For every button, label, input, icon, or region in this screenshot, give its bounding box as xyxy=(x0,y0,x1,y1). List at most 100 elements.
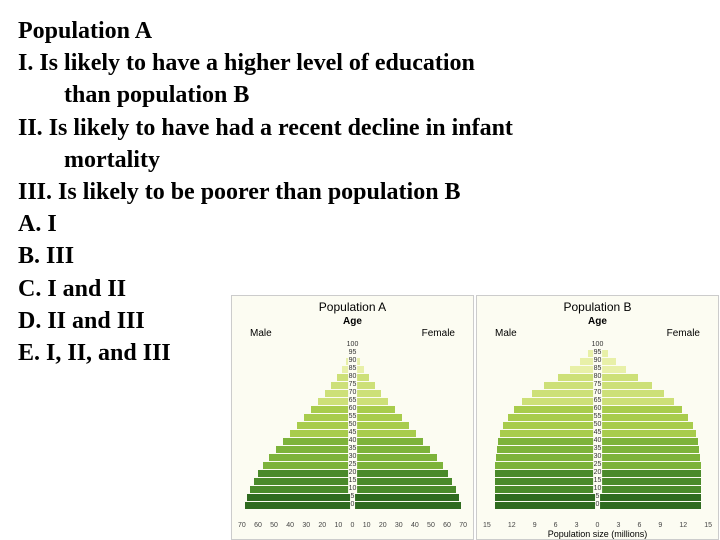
pyramid-bar-row: 70 xyxy=(238,389,467,397)
pyramid-bar-row: 30 xyxy=(238,453,467,461)
pyramid-bar-row: 20 xyxy=(483,469,712,477)
pyramid-bar-row: 75 xyxy=(238,381,467,389)
pyramid-bar-female xyxy=(598,502,701,509)
chart-a-title: Population A xyxy=(232,300,473,314)
pyramid-bar-row: 75 xyxy=(483,381,712,389)
age-bin-label: 50 xyxy=(348,421,358,429)
pyramid-bar-male xyxy=(514,406,598,413)
age-bin-label: 75 xyxy=(593,381,603,389)
age-bin-label: 95 xyxy=(348,349,358,357)
age-bin-label: 20 xyxy=(348,469,358,477)
pyramid-bar-male xyxy=(297,422,353,429)
pyramid-bar-male xyxy=(532,390,598,397)
pyramid-bar-row: 95 xyxy=(238,349,467,357)
pyramid-bar-row: 25 xyxy=(238,461,467,469)
pyramid-bar-male xyxy=(495,502,598,509)
pyramid-bar-male xyxy=(558,374,598,381)
age-bin-label: 70 xyxy=(348,389,358,397)
pyramid-bar-row: 85 xyxy=(483,365,712,373)
age-bin-label: 60 xyxy=(593,405,603,413)
pyramid-bar-male xyxy=(495,470,598,477)
age-bin-label: 20 xyxy=(593,469,603,477)
pyramid-bar-male xyxy=(250,486,353,493)
gender-row-b: Male Female xyxy=(477,328,718,339)
pyramid-bar-female xyxy=(598,478,701,485)
pyramid-bar-row: 55 xyxy=(483,413,712,421)
xtick: 9 xyxy=(533,522,537,529)
xtick: 40 xyxy=(286,522,294,529)
pyramid-bar-female xyxy=(353,414,402,421)
xtick: 6 xyxy=(554,522,558,529)
pyramid-bar-row: 5 xyxy=(238,493,467,501)
pyramid-bar-female xyxy=(598,390,664,397)
xtick: 30 xyxy=(302,522,310,529)
age-bin-label: 90 xyxy=(348,357,358,365)
pyramid-bar-row: 10 xyxy=(238,485,467,493)
age-bin-label: 40 xyxy=(593,437,603,445)
age-bin-label: 55 xyxy=(593,413,603,421)
pyramid-bar-row: 15 xyxy=(483,477,712,485)
pyramid-bar-female xyxy=(353,438,423,445)
age-bin-label: 65 xyxy=(348,397,358,405)
pyramid-bar-female xyxy=(353,430,416,437)
pyramid-bar-male xyxy=(269,454,353,461)
age-bin-label: 55 xyxy=(348,413,358,421)
pyramid-bar-male xyxy=(290,430,353,437)
age-bin-label: 65 xyxy=(593,397,603,405)
pyramid-bar-female xyxy=(598,438,698,445)
xtick: 60 xyxy=(254,522,262,529)
pyramid-bar-row: 95 xyxy=(483,349,712,357)
xtick: 12 xyxy=(679,522,687,529)
pyramid-bar-female xyxy=(598,470,701,477)
pyramid-bar-female xyxy=(598,382,652,389)
chart-population-b: Population B Age Male Female 10095908580… xyxy=(476,295,719,540)
pyramid-bar-female xyxy=(353,462,443,469)
pyramid-bar-female xyxy=(353,486,456,493)
pyramid-a: 1009590858075706560555045403530252015105… xyxy=(238,341,467,511)
age-bin-label: 0 xyxy=(595,501,601,509)
pyramid-bar-male xyxy=(508,414,598,421)
option-a: A. I xyxy=(18,209,702,240)
age-bin-label: 30 xyxy=(593,453,603,461)
pyramid-bar-row: 20 xyxy=(238,469,467,477)
pyramid-bar-row: 50 xyxy=(483,421,712,429)
age-bin-label: 5 xyxy=(595,493,601,501)
statement-1-cont: than population B xyxy=(18,80,702,111)
age-bin-label: 85 xyxy=(348,365,358,373)
pyramid-bar-male xyxy=(497,446,598,453)
pyramid-bar-male xyxy=(258,470,353,477)
age-bin-label: 35 xyxy=(593,445,603,453)
pyramid-bar-row: 40 xyxy=(483,437,712,445)
pyramid-bar-male xyxy=(495,462,598,469)
pyramid-bar-row: 90 xyxy=(238,357,467,365)
statement-2: II. Is likely to have had a recent decli… xyxy=(18,113,702,144)
age-bin-label: 70 xyxy=(593,389,603,397)
age-bin-label: 30 xyxy=(348,453,358,461)
female-label-b: Female xyxy=(667,328,700,339)
age-bin-label: 80 xyxy=(593,373,603,381)
pyramid-bar-female xyxy=(353,446,430,453)
pyramid-b: 1009590858075706560555045403530252015105… xyxy=(483,341,712,511)
xtick: 10 xyxy=(334,522,342,529)
age-label-a: Age xyxy=(232,316,473,327)
pyramid-bar-male xyxy=(311,406,353,413)
age-bin-label: 90 xyxy=(593,357,603,365)
pyramid-bar-row: 35 xyxy=(238,445,467,453)
female-label-a: Female xyxy=(422,328,455,339)
pyramid-bar-female xyxy=(598,462,701,469)
xtick: 15 xyxy=(483,522,491,529)
pyramid-bar-row: 30 xyxy=(483,453,712,461)
xtick: 3 xyxy=(575,522,579,529)
pyramid-bar-row: 70 xyxy=(483,389,712,397)
pyramid-bar-row: 80 xyxy=(238,373,467,381)
age-bin-label: 15 xyxy=(593,477,603,485)
pyramid-bar-female xyxy=(353,494,459,501)
age-bin-label: 10 xyxy=(593,485,603,493)
pyramid-bar-male xyxy=(254,478,353,485)
age-bin-label: 100 xyxy=(346,341,360,349)
pyramid-bar-row: 65 xyxy=(238,397,467,405)
xtick: 9 xyxy=(658,522,662,529)
gender-row-a: Male Female xyxy=(232,328,473,339)
pyramid-bar-male xyxy=(500,430,598,437)
pyramid-bar-row: 5 xyxy=(483,493,712,501)
